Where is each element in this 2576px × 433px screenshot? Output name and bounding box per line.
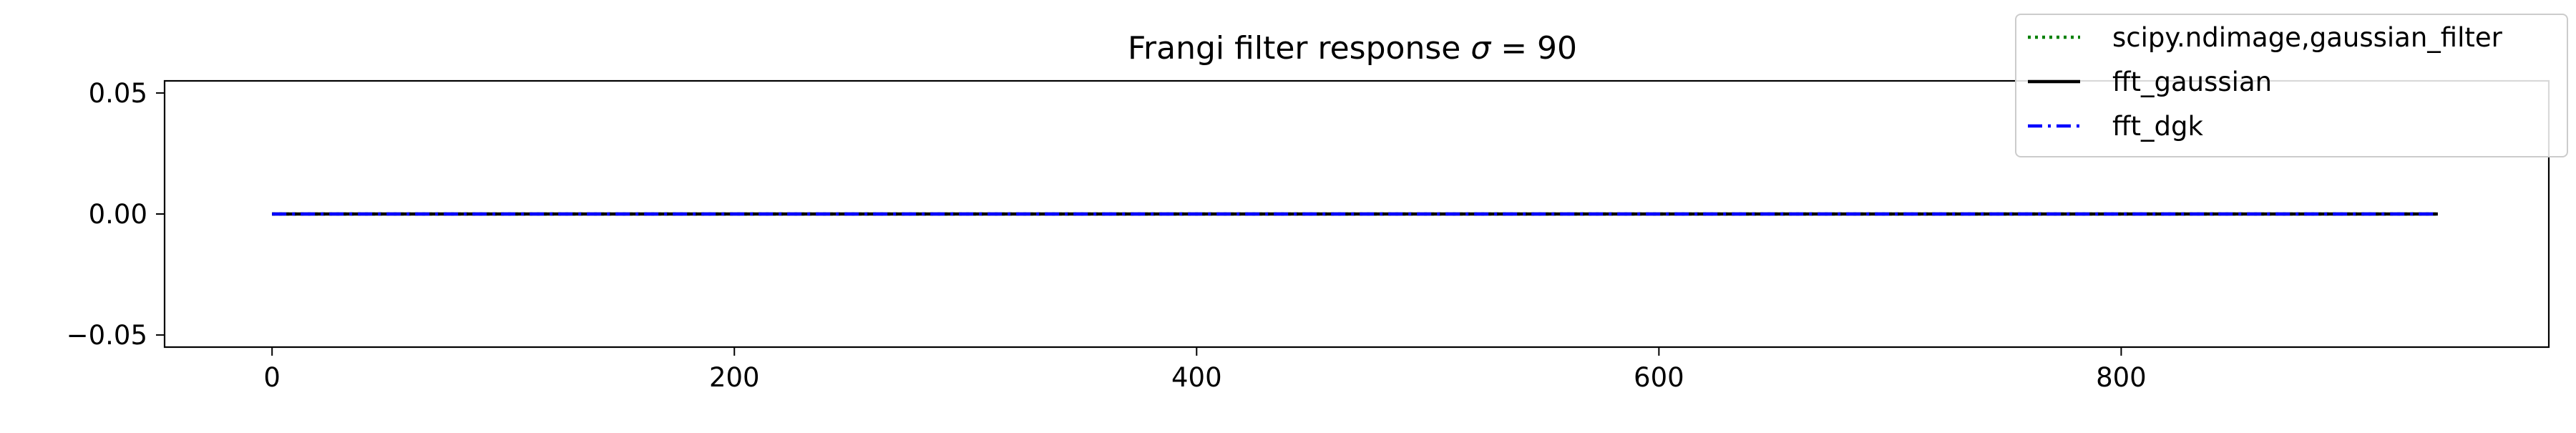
x-tick-label: 0 (263, 362, 280, 393)
legend-label-2: fft_gaussian (2112, 67, 2272, 97)
legend-label-1: scipy.ndimage,gaussian_filter (2112, 22, 2503, 53)
x-tick-label: 600 (1634, 362, 1684, 393)
y-tick-label: 0.00 (89, 199, 147, 230)
legend: scipy.ndimage,gaussian_filter fft_gaussia… (2015, 14, 2568, 157)
x-tick-label: 800 (2096, 362, 2147, 393)
x-axis: 0 200 400 600 800 (263, 347, 2147, 393)
x-tick-label: 400 (1171, 362, 1222, 393)
y-axis: 0.05 0.00 −0.05 (67, 78, 165, 351)
x-tick-label: 200 (709, 362, 760, 393)
legend-box (2015, 14, 2568, 157)
y-tick-label: 0.05 (89, 78, 147, 109)
y-tick-label: −0.05 (67, 320, 147, 351)
legend-label-3: fft_dgk (2112, 111, 2203, 142)
chart-title-main: Frangi filter response (1128, 30, 1470, 67)
chart-title: Frangi filter response σ = 90 (1128, 30, 1577, 67)
chart-title-sigma: σ (1470, 30, 1491, 67)
chart-title-rest: = 90 (1491, 30, 1577, 67)
